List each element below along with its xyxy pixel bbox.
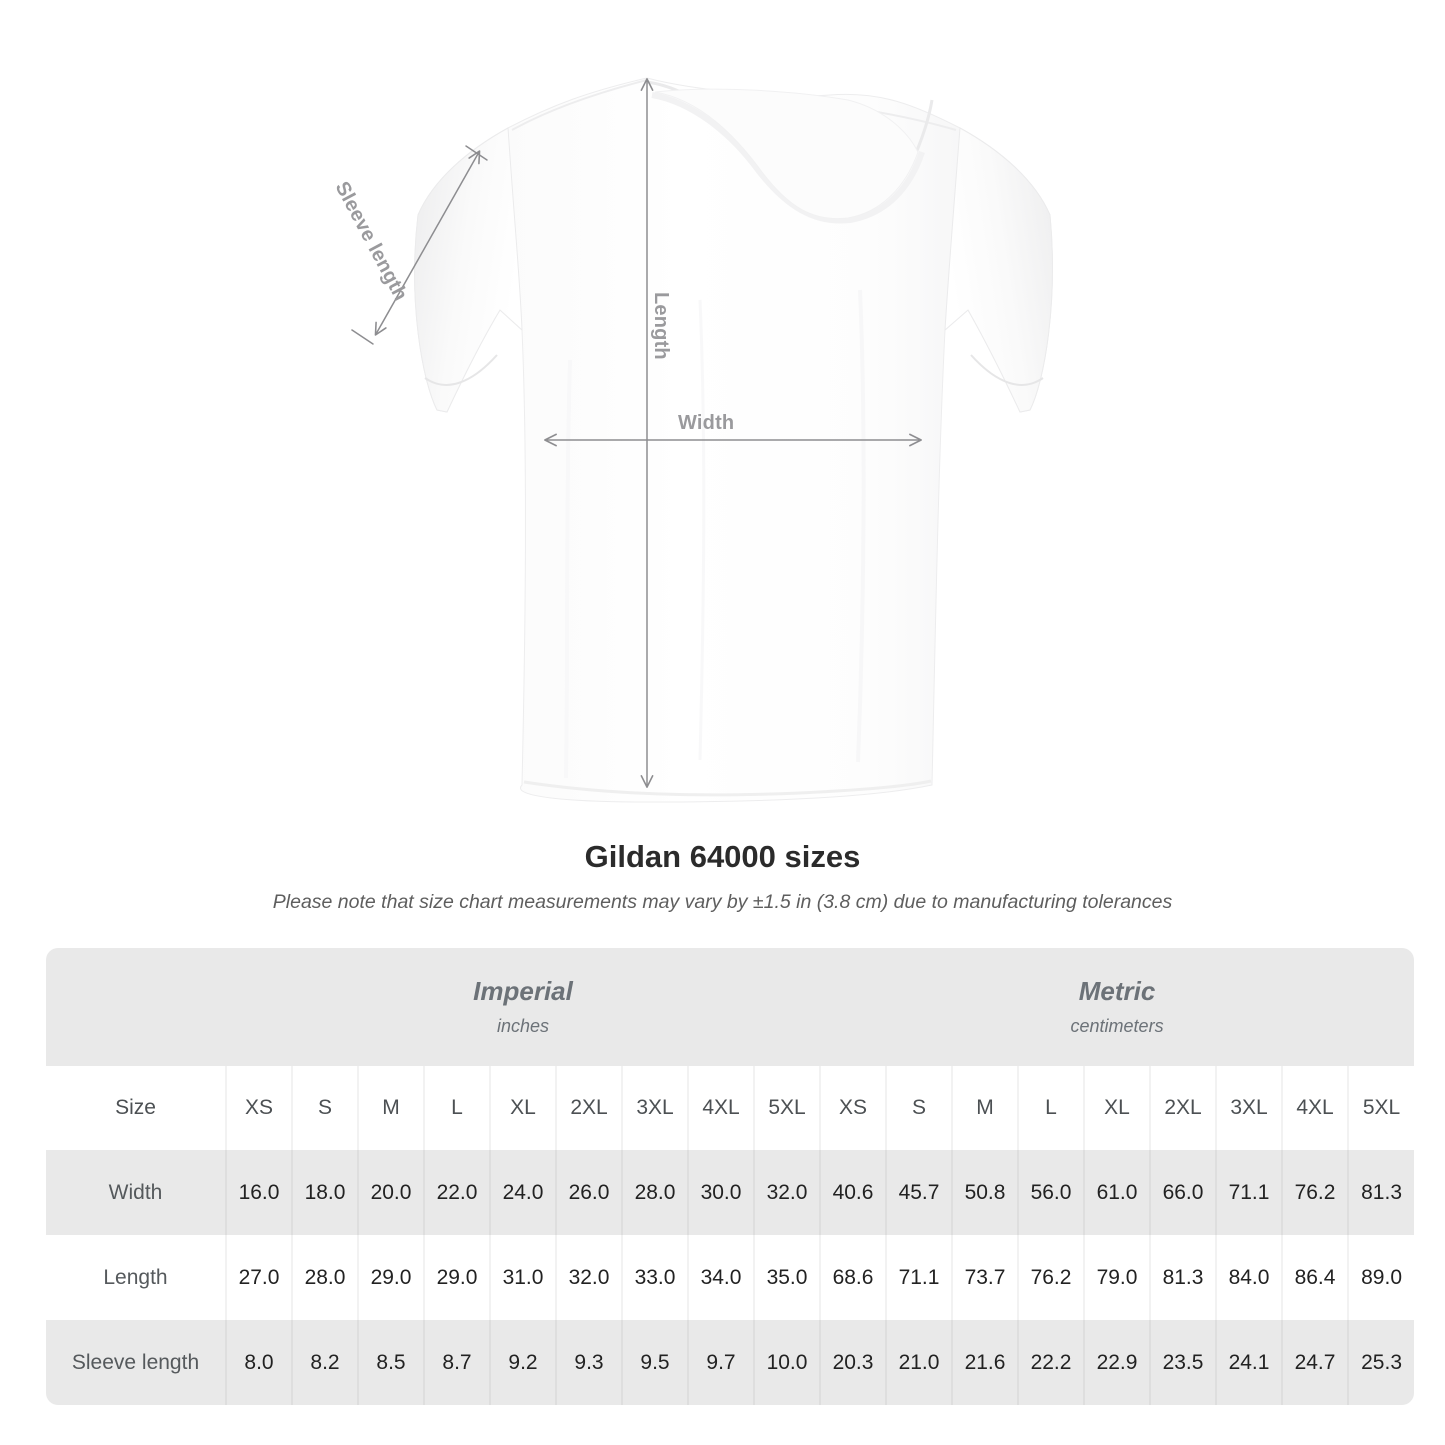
page-title: Gildan 64000 sizes	[584, 839, 861, 874]
cell-sleeve-metric-xs: 20.3	[819, 1320, 887, 1405]
cell-length-metric-3xl: 84.0	[1215, 1235, 1283, 1320]
tolerance-note: Please note that size chart measurements…	[272, 891, 1173, 914]
cell-sleeve-metric-4xl: 24.7	[1281, 1320, 1349, 1405]
size-header-imperial-s: S	[291, 1066, 358, 1150]
size-header-imperial-xs: XS	[225, 1066, 292, 1150]
length-label: Length	[650, 292, 672, 360]
cell-width-metric-s: 45.7	[885, 1150, 953, 1235]
unit-cell-imperial: Imperial inches	[226, 948, 821, 1066]
cell-width-imperial-4xl: 30.0	[687, 1150, 754, 1235]
cell-sleeve-metric-5xl: 25.3	[1347, 1320, 1415, 1405]
size-header-imperial-l: L	[423, 1066, 490, 1150]
tshirt-diagram: Sleeve length Length Width	[331, 77, 1053, 803]
size-chart-table: Imperial inches Metric centimeters Size …	[46, 948, 1415, 1405]
size-header-metric-s: S	[885, 1066, 953, 1150]
size-header-metric-m: M	[951, 1066, 1019, 1150]
cell-sleeve-metric-l: 22.2	[1017, 1320, 1085, 1405]
unit-header-row: Imperial inches Metric centimeters	[46, 948, 1415, 1066]
cell-length-imperial-l: 29.0	[423, 1235, 490, 1320]
sleeve-length-dimension	[351, 145, 488, 345]
size-header-imperial-xl: XL	[489, 1066, 556, 1150]
cell-length-imperial-5xl: 35.0	[752, 1235, 821, 1320]
size-header-imperial-m: M	[357, 1066, 424, 1150]
row-label-length: Length	[46, 1235, 226, 1320]
cell-length-metric-xs: 68.6	[819, 1235, 887, 1320]
cell-sleeve-metric-s: 21.0	[885, 1320, 953, 1405]
size-header-metric-xl: XL	[1083, 1066, 1151, 1150]
cell-length-metric-xl: 79.0	[1083, 1235, 1151, 1320]
size-header-metric-5xl: 5XL	[1347, 1066, 1415, 1150]
cell-length-metric-4xl: 86.4	[1281, 1235, 1349, 1320]
cell-length-metric-m: 73.7	[951, 1235, 1019, 1320]
cell-length-imperial-xs: 27.0	[225, 1235, 292, 1320]
size-header-metric-3xl: 3XL	[1215, 1066, 1283, 1150]
cell-sleeve-imperial-xs: 8.0	[225, 1320, 292, 1405]
cell-sleeve-metric-3xl: 24.1	[1215, 1320, 1283, 1405]
cell-length-metric-s: 71.1	[885, 1235, 953, 1320]
cell-width-metric-2xl: 66.0	[1149, 1150, 1217, 1235]
size-header-metric-l: L	[1017, 1066, 1085, 1150]
cell-sleeve-imperial-2xl: 9.3	[555, 1320, 622, 1405]
table-row: Sleeve length 8.0 8.2 8.5 8.7 9.2 9.3 9.…	[46, 1320, 1415, 1405]
size-header-imperial-3xl: 3XL	[621, 1066, 688, 1150]
cell-width-metric-xs: 40.6	[819, 1150, 887, 1235]
cell-sleeve-imperial-s: 8.2	[291, 1320, 358, 1405]
cell-length-imperial-2xl: 32.0	[555, 1235, 622, 1320]
cell-length-imperial-4xl: 34.0	[687, 1235, 754, 1320]
cell-width-imperial-5xl: 32.0	[752, 1150, 821, 1235]
unit-name-imperial: Imperial	[473, 976, 573, 1007]
width-label: Width	[678, 412, 735, 434]
cell-sleeve-imperial-5xl: 10.0	[752, 1320, 821, 1405]
cell-width-metric-l: 56.0	[1017, 1150, 1085, 1235]
tshirt-illustration	[351, 77, 1053, 803]
cell-sleeve-imperial-3xl: 9.5	[621, 1320, 688, 1405]
row-label-sleeve-length: Sleeve length	[46, 1320, 226, 1405]
cell-width-imperial-m: 20.0	[357, 1150, 424, 1235]
cell-width-imperial-3xl: 28.0	[621, 1150, 688, 1235]
row-label-width: Width	[46, 1150, 226, 1235]
cell-length-metric-2xl: 81.3	[1149, 1235, 1217, 1320]
cell-sleeve-metric-m: 21.6	[951, 1320, 1019, 1405]
table-row: Length 27.0 28.0 29.0 29.0 31.0 32.0 33.…	[46, 1235, 1415, 1320]
cell-sleeve-imperial-l: 8.7	[423, 1320, 490, 1405]
table-row: Width 16.0 18.0 20.0 22.0 24.0 26.0 28.0…	[46, 1150, 1415, 1235]
size-header-metric-4xl: 4XL	[1281, 1066, 1349, 1150]
cell-sleeve-metric-xl: 22.9	[1083, 1320, 1151, 1405]
cell-sleeve-metric-2xl: 23.5	[1149, 1320, 1217, 1405]
cell-length-imperial-xl: 31.0	[489, 1235, 556, 1320]
cell-width-imperial-xl: 24.0	[489, 1150, 556, 1235]
size-header-label: Size	[46, 1066, 226, 1150]
cell-width-metric-4xl: 76.2	[1281, 1150, 1349, 1235]
unit-sub-imperial: inches	[496, 1016, 550, 1037]
size-header-metric-2xl: 2XL	[1149, 1066, 1217, 1150]
title-block: Gildan 64000 sizes Please note that size…	[0, 838, 1445, 915]
cell-width-metric-5xl: 81.3	[1347, 1150, 1415, 1235]
cell-width-metric-xl: 61.0	[1083, 1150, 1151, 1235]
cell-width-imperial-s: 18.0	[291, 1150, 358, 1235]
cell-length-imperial-m: 29.0	[357, 1235, 424, 1320]
cell-width-imperial-l: 22.0	[423, 1150, 490, 1235]
cell-width-metric-3xl: 71.1	[1215, 1150, 1283, 1235]
cell-length-imperial-s: 28.0	[291, 1235, 358, 1320]
unit-cell-metric: Metric centimeters	[820, 948, 1415, 1066]
cell-sleeve-imperial-m: 8.5	[357, 1320, 424, 1405]
size-header-row: Size XS S M L XL 2XL 3XL 4XL 5XL XS S M …	[46, 1066, 1415, 1150]
unit-sub-metric: centimeters	[1070, 1016, 1164, 1037]
unit-spacer-cell	[46, 948, 226, 1066]
cell-length-metric-l: 76.2	[1017, 1235, 1085, 1320]
unit-name-metric: Metric	[1078, 976, 1156, 1007]
cell-sleeve-imperial-xl: 9.2	[489, 1320, 556, 1405]
size-header-imperial-4xl: 4XL	[687, 1066, 754, 1150]
cell-length-metric-5xl: 89.0	[1347, 1235, 1415, 1320]
size-header-imperial-5xl: 5XL	[752, 1066, 821, 1150]
cell-length-imperial-3xl: 33.0	[621, 1235, 688, 1320]
size-header-imperial-2xl: 2XL	[555, 1066, 622, 1150]
cell-sleeve-imperial-4xl: 9.7	[687, 1320, 754, 1405]
cell-width-metric-m: 50.8	[951, 1150, 1019, 1235]
cell-width-imperial-xs: 16.0	[225, 1150, 292, 1235]
cell-width-imperial-2xl: 26.0	[555, 1150, 622, 1235]
size-header-metric-xs: XS	[819, 1066, 887, 1150]
size-chart-table-wrapper: Imperial inches Metric centimeters Size …	[46, 948, 1415, 1405]
